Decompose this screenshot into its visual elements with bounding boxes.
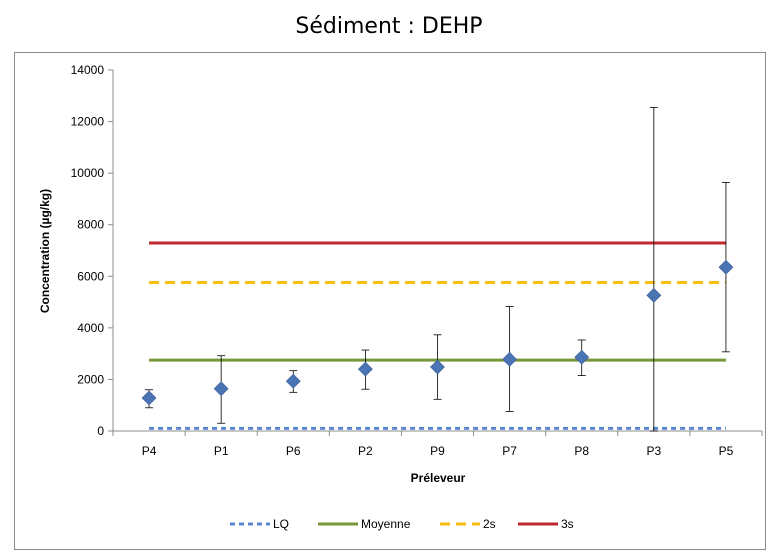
data-point	[646, 287, 662, 303]
x-axis-title: Préleveur	[411, 471, 466, 485]
x-tick-label: P4	[142, 444, 157, 458]
y-axis-ticks: 0 2000 4000 6000 8000 10000 12000 14000	[71, 63, 113, 438]
y-tick-label: 0	[97, 424, 104, 438]
data-point	[357, 361, 373, 377]
x-tick-label: P5	[719, 444, 734, 458]
data-points	[141, 259, 734, 406]
data-point	[502, 351, 518, 367]
y-axis-title: Concentration (µg/kg)	[38, 189, 52, 313]
x-axis-ticks: P4 P1 P6 P2 P9 P7 P8 P3 P5	[112, 431, 763, 458]
y-tick-label: 6000	[77, 269, 104, 283]
y-tick-label: 2000	[77, 372, 104, 386]
legend-label-3s: 3s	[561, 517, 574, 531]
data-point	[141, 390, 157, 406]
x-tick-label: P8	[574, 444, 589, 458]
legend-label-moyenne: Moyenne	[361, 517, 411, 531]
legend-label-lq: LQ	[273, 517, 289, 531]
data-point	[213, 381, 229, 397]
data-point	[285, 373, 301, 389]
data-point	[430, 359, 445, 375]
x-tick-label: P3	[646, 444, 661, 458]
y-tick-label: 14000	[71, 63, 105, 77]
y-tick-label: 10000	[71, 166, 105, 180]
legend: LQ Moyenne 2s 3s	[230, 517, 574, 531]
chart-title: Sédiment : DEHP	[295, 14, 483, 39]
y-tick-label: 4000	[77, 321, 104, 335]
x-tick-label: P7	[502, 444, 517, 458]
error-bars	[145, 106, 730, 432]
x-tick-label: P1	[214, 444, 229, 458]
x-tick-label: P2	[358, 444, 373, 458]
legend-label-2s: 2s	[483, 517, 496, 531]
x-tick-label: P6	[286, 444, 301, 458]
data-point	[718, 259, 734, 275]
y-tick-label: 8000	[77, 218, 104, 232]
data-point	[574, 349, 590, 365]
y-tick-label: 12000	[71, 115, 105, 129]
x-tick-label: P9	[430, 444, 445, 458]
